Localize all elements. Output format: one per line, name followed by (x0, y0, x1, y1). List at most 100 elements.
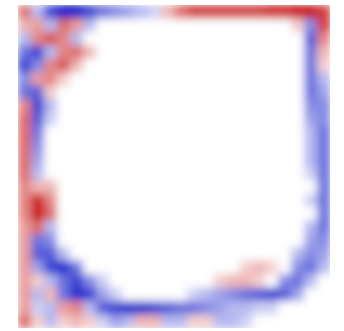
heatmap-cell (83, 86, 97, 100)
heatmap-cell (278, 99, 292, 113)
heatmap-cell (109, 18, 123, 32)
heatmap-cell (291, 153, 305, 167)
heatmap-cell (109, 72, 123, 86)
heatmap-cell (174, 288, 188, 302)
heatmap-cell (18, 126, 32, 140)
heatmap-cell (135, 315, 149, 328)
heatmap-cell (122, 72, 136, 86)
heatmap-cell (252, 18, 266, 32)
heatmap-cell (18, 99, 32, 113)
heatmap-cell (96, 99, 110, 113)
heatmap-cell (148, 220, 162, 234)
heatmap-cell (200, 315, 214, 328)
heatmap-cell (18, 72, 32, 86)
heatmap-cell (96, 167, 110, 181)
heatmap-cell (278, 301, 292, 315)
heatmap-cell (18, 18, 32, 32)
heatmap-cell (122, 45, 136, 59)
heatmap-cell (213, 18, 227, 32)
heatmap-cell (148, 140, 162, 154)
heatmap-cell (109, 288, 123, 302)
heatmap-cell (278, 315, 292, 328)
heatmap-cell (148, 32, 162, 46)
heatmap-cell (83, 32, 97, 46)
heatmap-cell (291, 86, 305, 100)
heatmap-cell (291, 140, 305, 154)
heatmap-cell (239, 247, 253, 261)
heatmap-cell (291, 167, 305, 181)
heatmap-cell (161, 45, 175, 59)
heatmap-cell (239, 5, 253, 19)
heatmap-cell (200, 140, 214, 154)
heatmap-cell (174, 207, 188, 221)
heatmap-cell (239, 234, 253, 248)
heatmap-cell (96, 86, 110, 100)
heatmap-cell (304, 207, 318, 221)
heatmap-cell (18, 247, 32, 261)
heatmap-cell (187, 18, 201, 32)
heatmap-cell (291, 180, 305, 194)
heatmap-cell (57, 193, 71, 207)
heatmap-cell (18, 140, 32, 154)
heatmap-cell (213, 167, 227, 181)
heatmap-cell (109, 301, 123, 315)
heatmap-cell (187, 315, 201, 328)
heatmap-cell (135, 301, 149, 315)
heatmap-cell (265, 86, 279, 100)
heatmap-cell (252, 274, 266, 288)
heatmap-cell (187, 45, 201, 59)
heatmap-cell (200, 167, 214, 181)
heatmap-cell (239, 274, 253, 288)
heatmap-cell (148, 301, 162, 315)
heatmap-cell (278, 234, 292, 248)
heatmap-cell (122, 315, 136, 328)
heatmap-cell (317, 59, 330, 73)
heatmap-cell (213, 274, 227, 288)
heatmap-cell (31, 113, 45, 127)
heatmap-cell (317, 315, 330, 328)
cells-clip (18, 5, 330, 328)
heatmap-cell (83, 72, 97, 86)
heatmap-cell (70, 32, 84, 46)
heatmap-cell (31, 72, 45, 86)
heatmap-cell (187, 288, 201, 302)
heatmap-cell (18, 288, 32, 302)
heatmap-cell (83, 113, 97, 127)
heatmap-cell (174, 59, 188, 73)
heatmap-cell (44, 140, 58, 154)
heatmap-cell (122, 301, 136, 315)
heatmap-cell (213, 113, 227, 127)
heatmap-cell (135, 261, 149, 275)
heatmap-cell (122, 99, 136, 113)
heatmap-cell (226, 274, 240, 288)
heatmap-cell (317, 86, 330, 100)
heatmap-cell (252, 315, 266, 328)
heatmap-cell (70, 301, 84, 315)
heatmap-cell (265, 261, 279, 275)
heatmap-cell (148, 193, 162, 207)
heatmap-cell (187, 72, 201, 86)
heatmap-cell (213, 126, 227, 140)
heatmap-cell (161, 18, 175, 32)
heatmap-cell (70, 315, 84, 328)
heatmap-cell (57, 234, 71, 248)
heatmap-cell (317, 32, 330, 46)
heatmap-cell (57, 220, 71, 234)
heatmap-cell (18, 45, 32, 59)
heatmap-cell (239, 18, 253, 32)
heatmap-cell (109, 153, 123, 167)
heatmap-cell (44, 167, 58, 181)
heatmap-cell (70, 167, 84, 181)
heatmap-cell (109, 247, 123, 261)
heatmap-cell (213, 220, 227, 234)
heatmap-cell (18, 234, 32, 248)
heatmap-cell (265, 153, 279, 167)
heatmap-cell (83, 220, 97, 234)
heatmap-cell (317, 45, 330, 59)
heatmap-cell (200, 32, 214, 46)
heatmap-cell (265, 274, 279, 288)
heatmap-cell (96, 18, 110, 32)
heatmap-cell (31, 288, 45, 302)
heatmap-cell (18, 153, 32, 167)
heatmap-cell (70, 153, 84, 167)
